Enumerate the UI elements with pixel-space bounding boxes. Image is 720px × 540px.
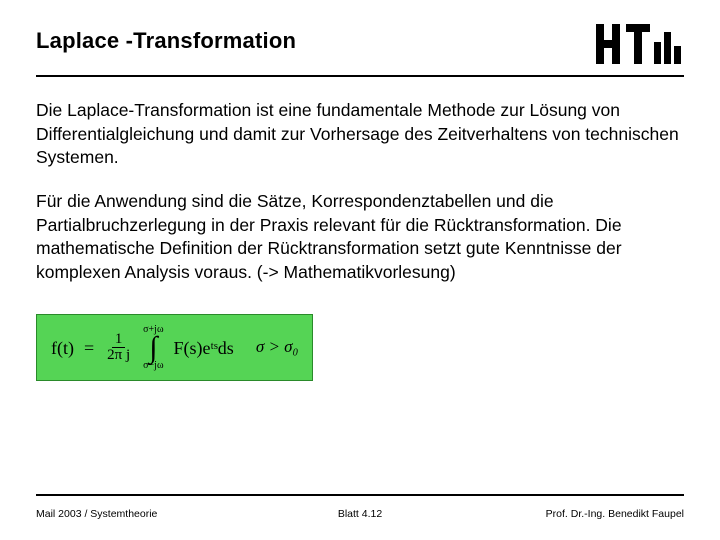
formula-fraction: 1 2π j xyxy=(104,332,133,365)
header: Laplace -Transformation xyxy=(36,28,684,69)
integral-symbol: ∫ xyxy=(149,334,157,361)
slide: Laplace -Transformation Die Laplace-Tran… xyxy=(0,0,720,540)
formula-eq: = xyxy=(84,336,94,360)
slide-title: Laplace -Transformation xyxy=(36,28,296,54)
formula: f(t) = 1 2π j σ+jω ∫ σ−jω F(s)eᵗˢds σ > … xyxy=(51,325,298,370)
footer-rule xyxy=(36,494,684,496)
fraction-denominator: 2π j xyxy=(104,348,133,364)
fraction-numerator: 1 xyxy=(112,332,126,349)
formula-box: f(t) = 1 2π j σ+jω ∫ σ−jω F(s)eᵗˢds σ > … xyxy=(36,314,313,381)
header-rule xyxy=(36,75,684,77)
formula-condition: σ > σ₀ xyxy=(256,336,299,359)
footer-right: Prof. Dr.-Ing. Benedikt Faupel xyxy=(546,508,684,520)
integral-lower: σ−jω xyxy=(143,361,163,370)
paragraph-1: Die Laplace-Transformation ist eine fund… xyxy=(36,99,684,170)
content: Die Laplace-Transformation ist eine fund… xyxy=(36,99,684,381)
htw-logo-icon xyxy=(596,24,684,69)
integrand: F(s)eᵗˢds xyxy=(174,336,234,360)
footer: Mail 2003 / Systemtheorie Blatt 4.12 Pro… xyxy=(36,508,684,520)
paragraph-2: Für die Anwendung sind die Sätze, Korres… xyxy=(36,190,684,285)
footer-left: Mail 2003 / Systemtheorie xyxy=(36,508,157,520)
footer-center: Blatt 4.12 xyxy=(338,508,382,520)
formula-lhs: f(t) xyxy=(51,336,74,360)
integral: σ+jω ∫ σ−jω xyxy=(143,325,163,370)
